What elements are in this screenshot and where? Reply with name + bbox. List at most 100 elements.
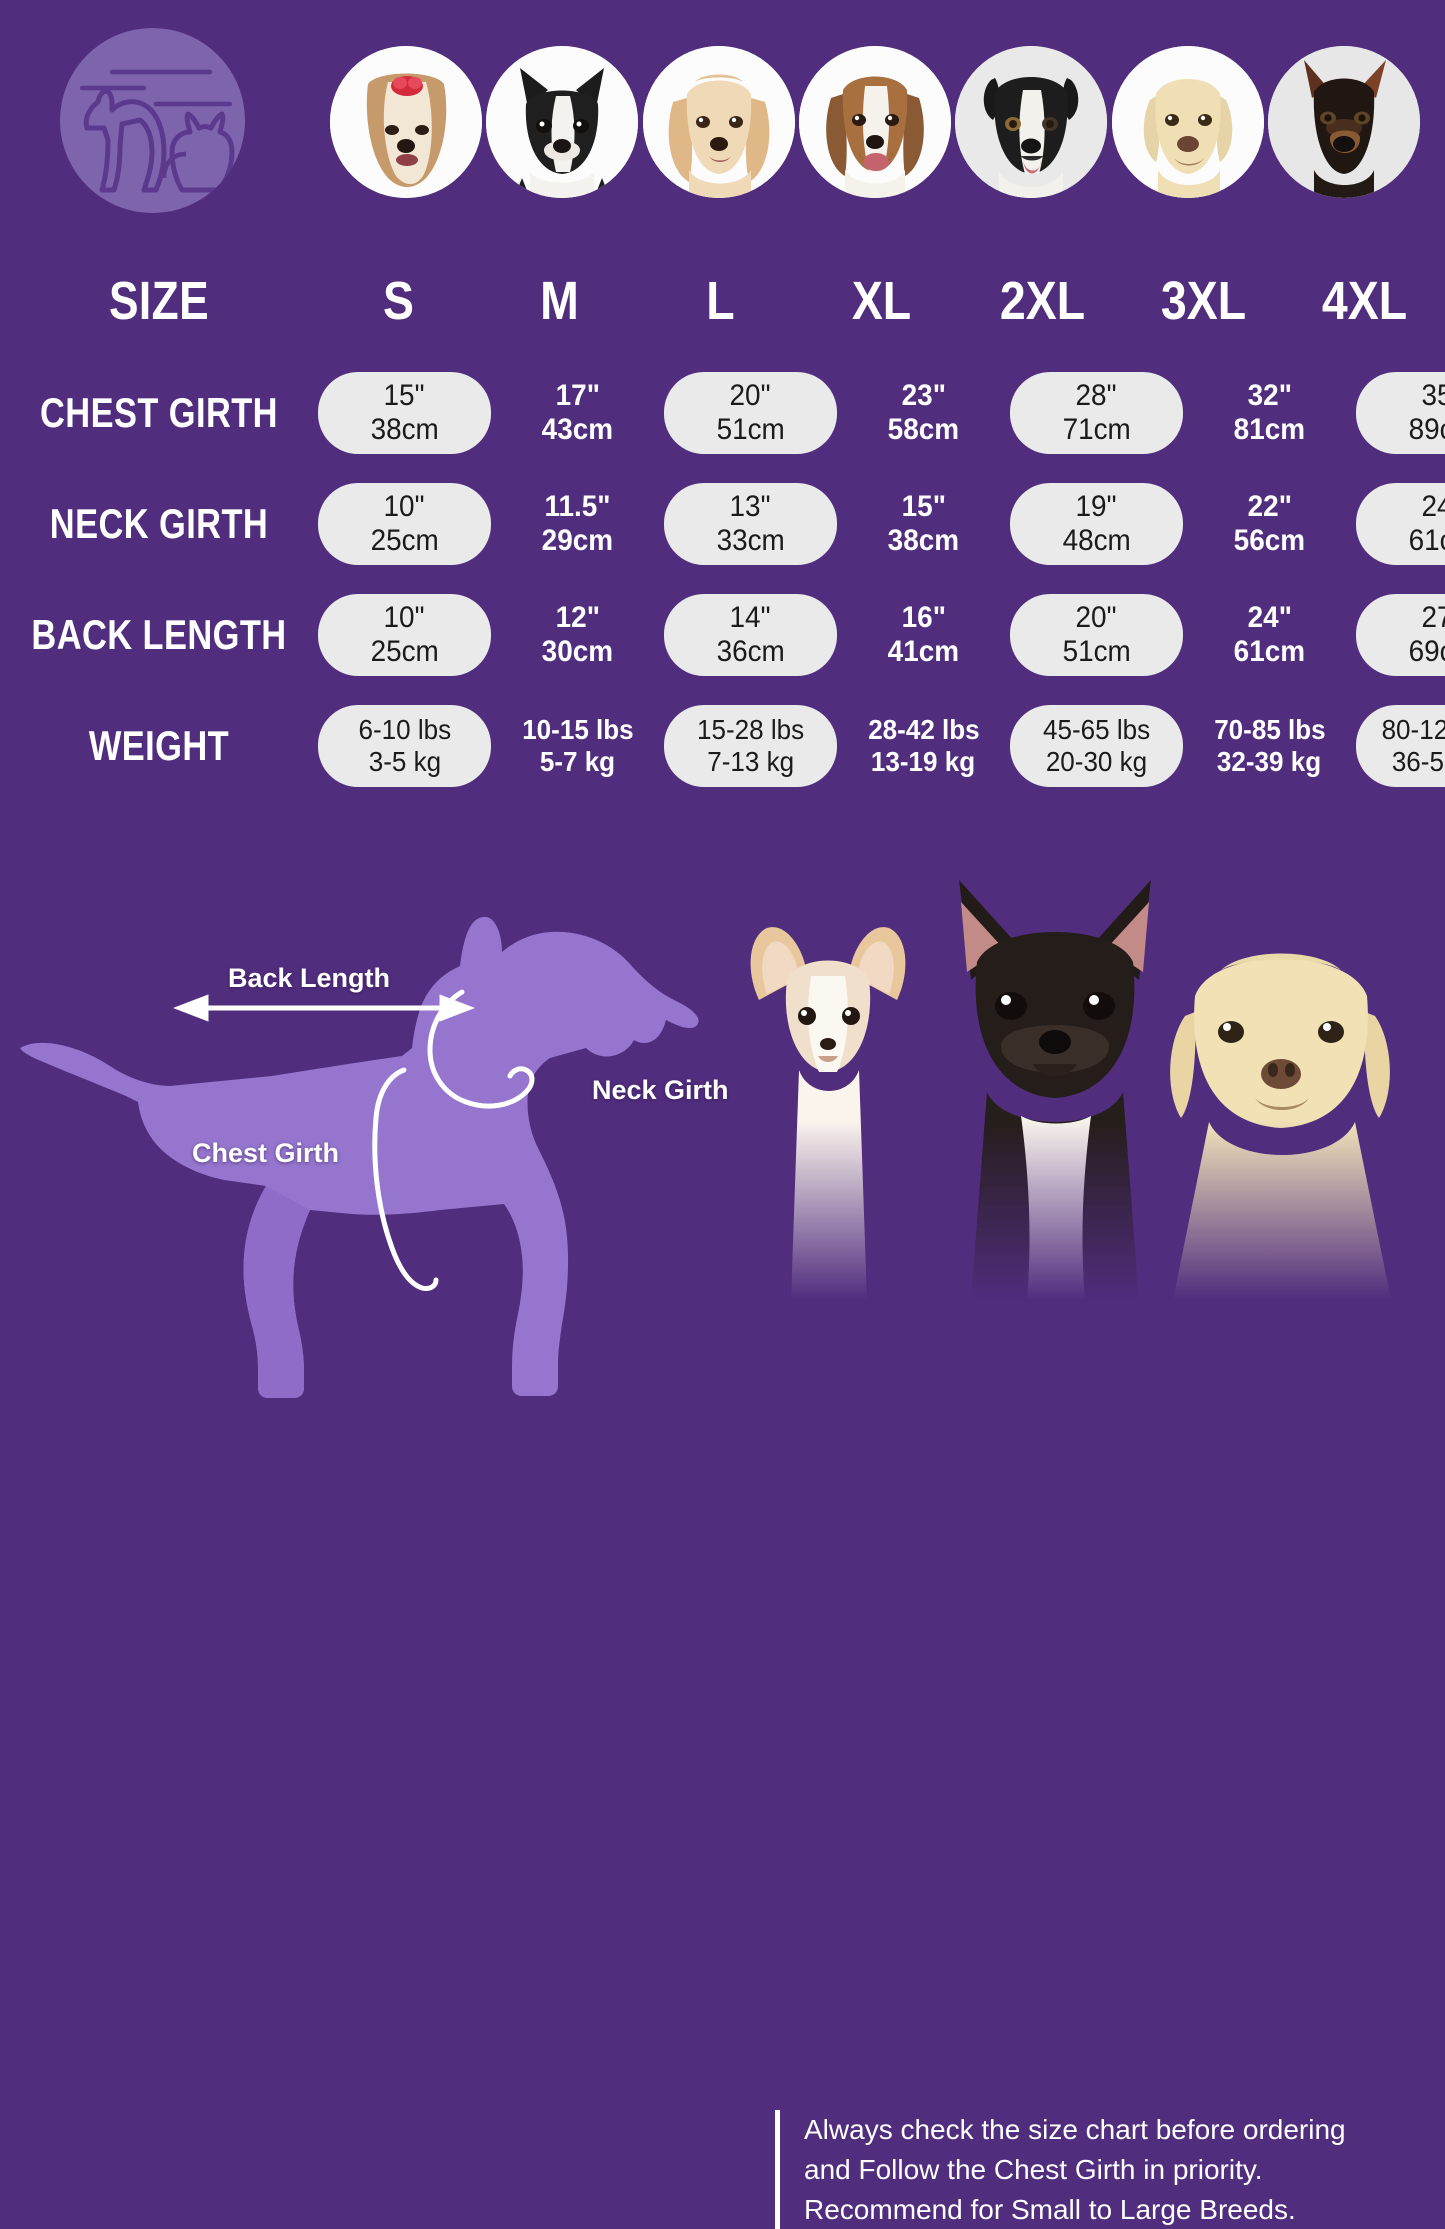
measure-imperial: 11.5" <box>544 490 610 524</box>
measure-imperial: 13" <box>730 490 771 524</box>
measure-imperial: 27" <box>1422 601 1445 635</box>
measure-metric: 25cm <box>370 524 438 558</box>
avatar-cocker-spaniel <box>643 46 795 198</box>
measure-imperial: 28-42 lbs <box>868 714 979 745</box>
measure-imperial: 17" <box>555 379 599 413</box>
table-cell: 23"58cm <box>837 372 1010 454</box>
table-cell: 22"56cm <box>1183 483 1356 565</box>
note-line-3: Recommend for Small to Large Breeds. <box>804 2190 1415 2229</box>
size-header-m: M <box>490 270 628 332</box>
breed-avatar-strip <box>330 42 1420 202</box>
measurement-illustration-section: Always check the size chart before order… <box>0 820 1445 1445</box>
measure-imperial: 22" <box>1247 490 1291 524</box>
measure-metric: 5-7 kg <box>540 746 615 777</box>
measure-metric: 58cm <box>888 413 959 447</box>
size-header-xl: XL <box>812 270 950 332</box>
note-line-2: and Follow the Chest Girth in priority. <box>804 2150 1415 2190</box>
table-cell: 20"51cm <box>1010 594 1183 676</box>
measure-metric: 25cm <box>370 635 438 669</box>
chest-girth-label: Chest Girth <box>192 1138 339 1169</box>
measure-metric: 51cm <box>1062 635 1130 669</box>
table-cell: 24"61cm <box>1356 483 1445 565</box>
table-cell: 80-120 lbs36-55 kg <box>1356 705 1445 787</box>
measure-pill: 16"41cm <box>837 594 1010 676</box>
row-label-chest-girth: CHEST GIRTH <box>29 389 290 437</box>
header-band <box>0 0 1445 232</box>
measure-imperial: 19" <box>1076 490 1117 524</box>
table-cell: 28"71cm <box>1010 372 1183 454</box>
measure-pill: 23"58cm <box>837 372 1010 454</box>
avatar-labrador-retriever <box>1112 46 1264 198</box>
avatar-border-collie <box>955 46 1107 198</box>
measure-pill: 19"48cm <box>1010 483 1183 565</box>
size-header-4xl: 4XL <box>1295 270 1433 332</box>
note-line-1: Always check the size chart before order… <box>804 2110 1415 2150</box>
avatar-doberman-pinscher <box>1268 46 1420 198</box>
dog-silhouette-diagram <box>10 880 740 1420</box>
size-header-label: SIZE <box>29 270 290 332</box>
measure-pill: 32"81cm <box>1183 372 1356 454</box>
measure-metric: 38cm <box>888 524 959 558</box>
measure-pill: 24"61cm <box>1183 594 1356 676</box>
table-cell: 24"61cm <box>1183 594 1356 676</box>
measure-pill: 15"38cm <box>318 372 491 454</box>
measure-metric: 61cm <box>1234 635 1305 669</box>
dog-cat-logo <box>60 28 245 213</box>
measure-pill: 22"56cm <box>1183 483 1356 565</box>
table-cell: 19"48cm <box>1010 483 1183 565</box>
measure-pill: 17"43cm <box>491 372 664 454</box>
measure-imperial: 12" <box>555 601 599 635</box>
table-cell: 11.5"29cm <box>491 483 664 565</box>
measure-pill: 28"71cm <box>1010 372 1183 454</box>
measure-metric: 32-39 kg <box>1217 746 1321 777</box>
measure-imperial: 32" <box>1247 379 1291 413</box>
measure-metric: 71cm <box>1062 413 1130 447</box>
measure-imperial: 10" <box>384 490 425 524</box>
table-cell: 13"33cm <box>664 483 837 565</box>
measure-pill: 10"25cm <box>318 483 491 565</box>
measure-imperial: 24" <box>1422 490 1445 524</box>
table-cell: 16"41cm <box>837 594 1010 676</box>
measure-imperial: 15" <box>384 379 425 413</box>
measure-imperial: 80-120 lbs <box>1382 714 1445 745</box>
avatar-shih-tzu <box>330 46 482 198</box>
table-cell: 12"30cm <box>491 594 664 676</box>
measure-metric: 89cm <box>1408 413 1445 447</box>
measure-imperial: 16" <box>901 601 945 635</box>
measure-metric: 41cm <box>888 635 959 669</box>
measure-pill: 10"25cm <box>318 594 491 676</box>
measure-pill: 20"51cm <box>1010 594 1183 676</box>
table-cell: 32"81cm <box>1183 372 1356 454</box>
measure-pill: 11.5"29cm <box>491 483 664 565</box>
table-cell: 15"38cm <box>318 372 491 454</box>
ordering-note: Always check the size chart before order… <box>775 2110 1415 2229</box>
measure-metric: 56cm <box>1234 524 1305 558</box>
breed-photo-group <box>715 830 1445 1300</box>
measure-metric: 36-55 kg <box>1392 746 1445 777</box>
measure-imperial: 20" <box>1076 601 1117 635</box>
size-header-l: L <box>651 270 789 332</box>
size-header-s: S <box>329 270 467 332</box>
table-cell: 15"38cm <box>837 483 1010 565</box>
measure-pill: 35"89cm <box>1356 372 1445 454</box>
measure-pill: 15"38cm <box>837 483 1010 565</box>
measure-metric: 29cm <box>542 524 613 558</box>
table-cell: 35"89cm <box>1356 372 1445 454</box>
